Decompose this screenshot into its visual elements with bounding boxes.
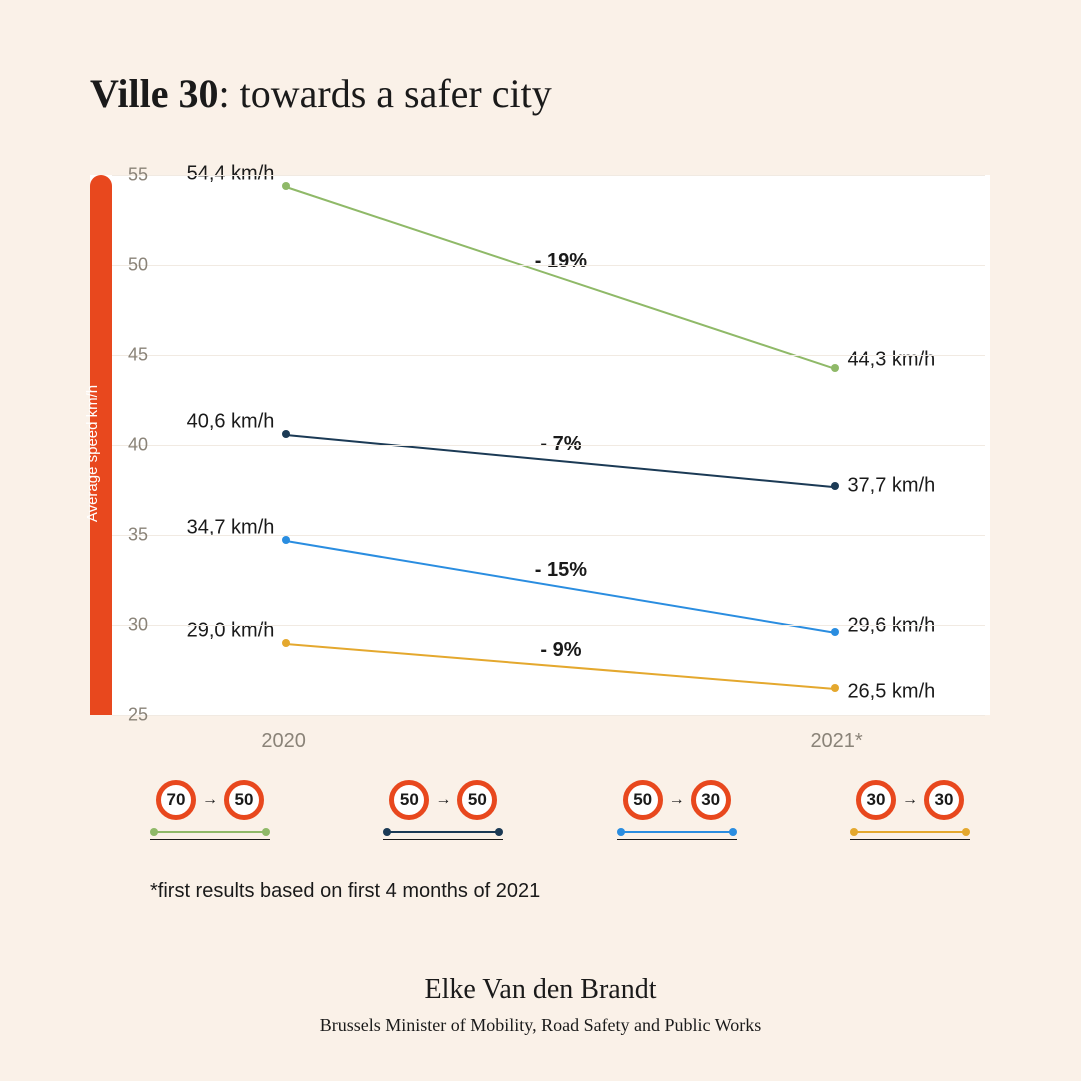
gridline — [112, 355, 985, 356]
legend-item: 70 → 50 — [150, 780, 270, 850]
x-tick-label: 2021* — [810, 730, 862, 753]
legend-item: 50 → 30 — [617, 780, 737, 850]
speed-sign-icon: 30 — [691, 780, 731, 820]
data-point — [831, 684, 839, 692]
footnote: *first results based on first 4 months o… — [150, 880, 540, 903]
percent-change-label: - 15% — [535, 559, 587, 582]
y-tick-label: 30 — [128, 615, 148, 636]
data-point — [282, 639, 290, 647]
series-line — [286, 540, 835, 634]
speed-sign-icon: 30 — [856, 780, 896, 820]
y-tick-label: 25 — [128, 705, 148, 726]
value-label: 37,7 km/h — [847, 475, 935, 498]
gridline — [112, 175, 985, 176]
legend: 70 → 50 50 → 50 50 → 30 30 → 30 — [150, 780, 970, 850]
series-line — [286, 186, 836, 370]
speed-sign-icon: 50 — [224, 780, 264, 820]
gridline — [112, 445, 985, 446]
title-rest: : towards a safer city — [219, 71, 552, 116]
value-label: 34,7 km/h — [187, 517, 275, 540]
legend-line — [617, 828, 737, 840]
percent-change-label: - 19% — [535, 250, 587, 273]
arrow-icon: → — [435, 791, 451, 809]
speed-sign-icon: 30 — [924, 780, 964, 820]
data-point — [282, 182, 290, 190]
speed-sign-icon: 70 — [156, 780, 196, 820]
page-title: Ville 30: towards a safer city — [90, 70, 552, 117]
legend-signs: 50 → 50 — [389, 780, 497, 820]
title-strong: Ville 30 — [90, 71, 219, 116]
legend-item: 50 → 50 — [383, 780, 503, 850]
minister-line: Brussels Minister of Mobility, Road Safe… — [0, 1015, 1081, 1036]
data-point — [831, 482, 839, 490]
speed-sign-icon: 50 — [389, 780, 429, 820]
gridline — [112, 265, 985, 266]
percent-change-label: - 9% — [540, 639, 581, 662]
value-label: 29,0 km/h — [187, 620, 275, 643]
data-point — [831, 364, 839, 372]
value-label: 44,3 km/h — [847, 348, 935, 371]
y-axis-label: Average speed km/h — [84, 354, 101, 554]
speed-sign-icon: 50 — [457, 780, 497, 820]
data-point — [282, 536, 290, 544]
gridline — [112, 715, 985, 716]
y-tick-label: 50 — [128, 255, 148, 276]
speed-sign-icon: 50 — [623, 780, 663, 820]
value-label: 26,5 km/h — [847, 681, 935, 704]
legend-line — [383, 828, 503, 840]
y-tick-label: 45 — [128, 345, 148, 366]
x-tick-label: 2020 — [261, 730, 306, 753]
y-tick-label: 35 — [128, 525, 148, 546]
gridline — [112, 625, 985, 626]
arrow-icon: → — [669, 791, 685, 809]
legend-signs: 70 → 50 — [156, 780, 264, 820]
data-point — [831, 628, 839, 636]
y-tick-label: 55 — [128, 165, 148, 186]
arrow-icon: → — [902, 791, 918, 809]
gridline — [112, 535, 985, 536]
signature: Elke Van den Brandt — [0, 974, 1081, 1006]
arrow-icon: → — [202, 791, 218, 809]
chart-area: Average speed km/h 54,4 km/h44,3 km/h- 1… — [90, 175, 990, 715]
value-label: 54,4 km/h — [187, 162, 275, 185]
y-tick-label: 40 — [128, 435, 148, 456]
value-label: 40,6 km/h — [187, 411, 275, 434]
legend-line — [850, 828, 970, 840]
value-label: 29,6 km/h — [847, 615, 935, 638]
legend-line — [150, 828, 270, 840]
legend-signs: 30 → 30 — [856, 780, 964, 820]
legend-signs: 50 → 30 — [623, 780, 731, 820]
data-point — [282, 430, 290, 438]
legend-item: 30 → 30 — [850, 780, 970, 850]
